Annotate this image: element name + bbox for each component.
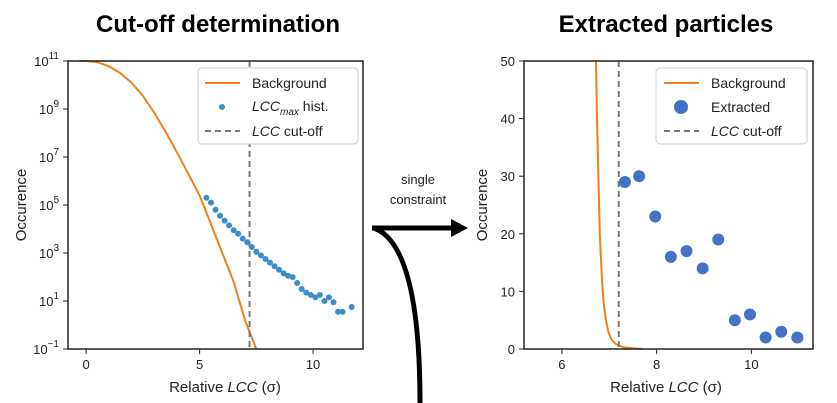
data-point-extracted xyxy=(680,245,693,258)
chart-extracted-particles: Extracted particles Occurence Relative L… xyxy=(474,11,814,396)
data-point-lccmax-hist xyxy=(266,259,273,266)
y-tick-label: 10 xyxy=(501,284,515,299)
data-point-lccmax-hist xyxy=(330,299,337,306)
annotation: single constraint xyxy=(372,172,468,403)
chart-title: Cut-off determination xyxy=(96,11,340,38)
legend-box xyxy=(655,67,808,145)
annotation-line-1: single xyxy=(401,172,435,187)
data-point-extracted xyxy=(791,331,804,344)
data-point-extracted xyxy=(618,175,631,188)
tick-layer: 6 8 10 0 10 20 30 40 50 xyxy=(501,54,759,372)
data-point-lccmax-hist xyxy=(321,298,328,304)
data-point-lccmax-hist xyxy=(262,256,269,262)
data-point-lccmax-hist xyxy=(307,292,314,298)
legend: Background Extracted LCC cut-off xyxy=(655,67,808,145)
data-point-lccmax-hist xyxy=(294,280,301,286)
data-point-extracted xyxy=(696,262,709,275)
y-tick-label: 20 xyxy=(501,227,515,242)
x-tick-label: 5 xyxy=(196,357,203,372)
data-point-lccmax-hist xyxy=(280,270,287,277)
data-point-extracted xyxy=(728,314,741,327)
data-point-lccmax-hist xyxy=(253,248,260,255)
data-point-lccmax-hist xyxy=(217,212,224,219)
y-tick-label: 10−1 xyxy=(33,339,59,357)
x-tick-label: 0 xyxy=(83,357,90,372)
arrow-head xyxy=(451,219,468,237)
y-tick-label: 107 xyxy=(39,147,59,165)
data-point-extracted xyxy=(712,233,725,246)
data-point-lccmax-hist xyxy=(348,304,355,310)
data-point-extracted xyxy=(633,170,646,183)
legend-label-extracted: Extracted xyxy=(711,99,770,115)
legend-label-cutoff: LCC cut-off xyxy=(711,123,782,139)
y-tick-label: 103 xyxy=(39,243,59,261)
chart-title: Extracted particles xyxy=(559,11,774,38)
data-point-lccmax-hist xyxy=(203,194,210,201)
series-background-line xyxy=(595,60,643,350)
legend-swatch-lccmax-hist xyxy=(219,104,225,110)
y-tick-label: 0 xyxy=(508,342,515,357)
plot-frame xyxy=(67,60,364,350)
data-point-lccmax-hist xyxy=(289,274,296,280)
y-tick-label: 109 xyxy=(39,99,59,117)
data-point-extracted xyxy=(759,331,772,344)
data-point-lccmax-hist xyxy=(285,272,292,279)
x-tick-label: 8 xyxy=(653,357,660,372)
annotation-line-2: constraint xyxy=(390,192,447,207)
data-point-lccmax-hist xyxy=(207,199,214,206)
legend-label-cutoff: LCC cut-off xyxy=(252,123,323,139)
data-point-lccmax-hist xyxy=(303,289,310,296)
data-point-lccmax-hist xyxy=(230,227,237,234)
x-axis-label: Relative LCC (σ) xyxy=(169,379,281,396)
data-point-extracted xyxy=(649,210,662,223)
legend-label-background: Background xyxy=(711,75,786,91)
data-point-lccmax-hist xyxy=(339,308,346,315)
data-point-lccmax-hist xyxy=(276,266,283,273)
data-point-lccmax-hist xyxy=(257,252,264,259)
x-tick-label: 10 xyxy=(306,357,320,372)
data-point-lccmax-hist xyxy=(335,308,342,315)
plot-frame xyxy=(523,60,814,350)
curved-connector xyxy=(372,225,423,403)
x-axis-label: Relative LCC (σ) xyxy=(610,379,722,396)
y-tick-label: 50 xyxy=(501,54,515,69)
legend-swatch-extracted xyxy=(674,100,688,114)
data-point-lccmax-hist xyxy=(239,235,246,242)
x-tick-label: 10 xyxy=(744,357,758,372)
legend-label-background: Background xyxy=(252,75,327,91)
data-point-lccmax-hist xyxy=(226,222,233,229)
data-point-lccmax-hist xyxy=(244,239,251,246)
y-axis-label: Occurence xyxy=(13,169,30,242)
data-point-extracted xyxy=(775,325,788,338)
y-tick-label: 105 xyxy=(39,195,59,213)
data-point-lccmax-hist xyxy=(298,286,305,292)
data-point-lccmax-hist xyxy=(312,294,319,301)
data-point-lccmax-hist xyxy=(235,230,242,237)
marks-layer xyxy=(595,60,804,350)
y-axis-label: Occurence xyxy=(474,169,491,242)
marks-layer xyxy=(79,60,355,350)
x-tick-label: 6 xyxy=(558,357,565,372)
data-point-lccmax-hist xyxy=(221,217,228,224)
data-point-lccmax-hist xyxy=(248,244,255,250)
data-point-lccmax-hist xyxy=(271,263,278,270)
data-point-lccmax-hist xyxy=(212,206,219,213)
tick-layer: 0 5 10 10−1 101 103 105 107 109 1011 xyxy=(33,51,320,372)
y-tick-label: 101 xyxy=(39,291,59,309)
data-point-lccmax-hist xyxy=(325,294,332,301)
legend-label-lccmax-hist: LCCmax hist. xyxy=(252,98,329,118)
y-tick-label: 1011 xyxy=(34,51,59,69)
data-point-lccmax-hist xyxy=(316,292,323,298)
y-tick-label: 30 xyxy=(501,169,515,184)
y-tick-label: 40 xyxy=(501,112,515,127)
legend: Background LCCmax hist. LCC cut-off xyxy=(197,67,359,145)
data-point-extracted xyxy=(743,308,756,321)
legend-box xyxy=(197,67,359,145)
series-background-line xyxy=(79,60,258,350)
data-point-extracted xyxy=(664,250,677,263)
chart-cutoff-determination: Cut-off determination Occurence Relative… xyxy=(13,11,364,396)
